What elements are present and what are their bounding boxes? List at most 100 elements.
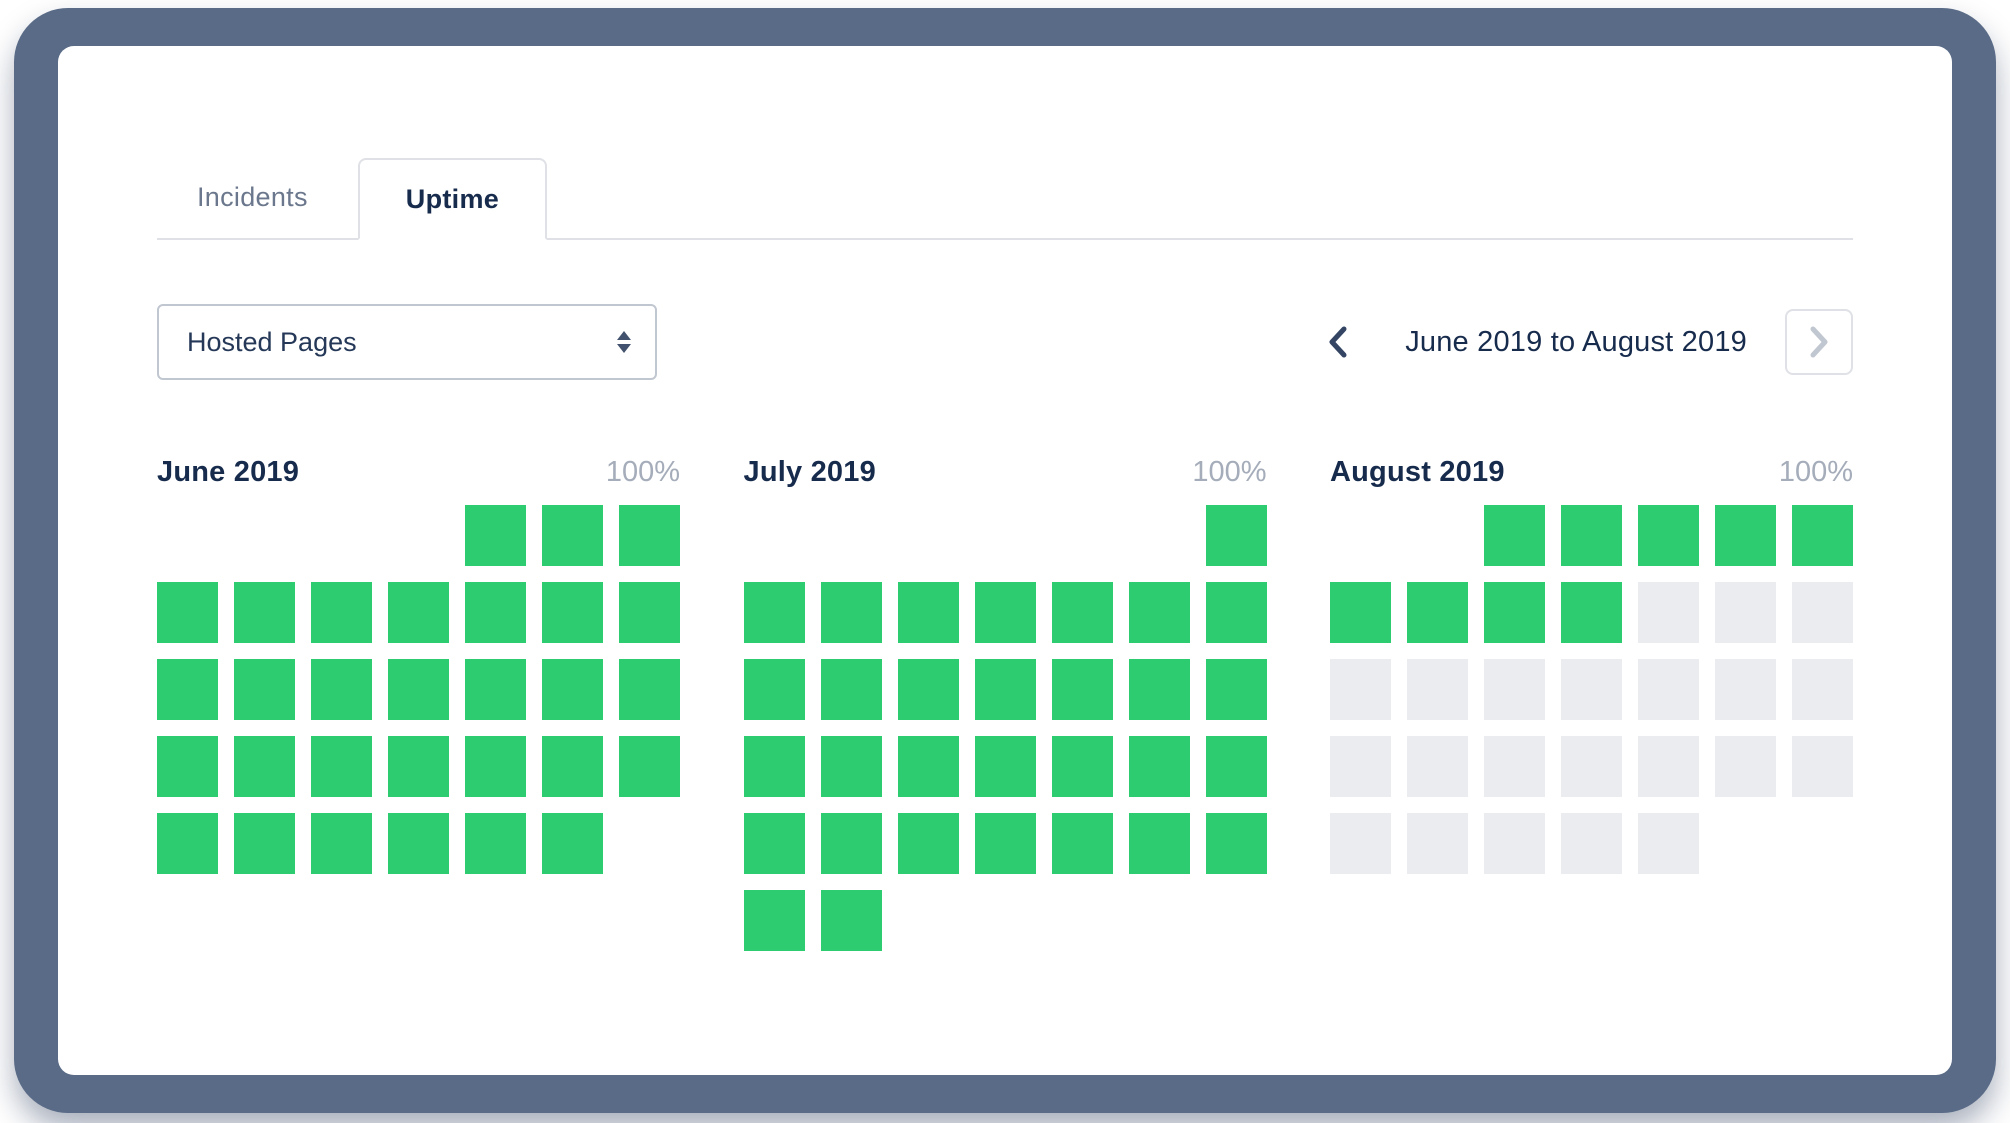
uptime-day-cell[interactable] [1128, 813, 1190, 874]
uptime-day-cell[interactable] [820, 813, 882, 874]
uptime-day-cell[interactable] [1638, 505, 1699, 566]
uptime-day-cell[interactable] [743, 736, 805, 797]
uptime-day-cell[interactable] [897, 736, 959, 797]
tab-incidents[interactable]: Incidents [197, 181, 308, 212]
future-day-cell[interactable] [1792, 659, 1853, 720]
uptime-day-cell[interactable] [465, 505, 526, 566]
future-day-cell[interactable] [1792, 582, 1853, 643]
uptime-day-cell[interactable] [1792, 505, 1853, 566]
uptime-day-cell[interactable] [619, 659, 680, 720]
uptime-day-cell[interactable] [465, 659, 526, 720]
uptime-day-cell[interactable] [311, 659, 372, 720]
uptime-day-cell[interactable] [1051, 659, 1113, 720]
uptime-day-cell[interactable] [820, 659, 882, 720]
uptime-day-cell[interactable] [1128, 582, 1190, 643]
uptime-day-cell[interactable] [311, 736, 372, 797]
uptime-day-cell[interactable] [1128, 736, 1190, 797]
uptime-day-cell[interactable] [542, 736, 603, 797]
uptime-day-cell[interactable] [542, 813, 603, 874]
uptime-day-cell[interactable] [1205, 582, 1267, 643]
future-day-cell[interactable] [1330, 736, 1391, 797]
uptime-day-cell[interactable] [1051, 582, 1113, 643]
uptime-day-cell[interactable] [234, 659, 295, 720]
uptime-day-cell[interactable] [388, 582, 449, 643]
uptime-day-cell[interactable] [1205, 813, 1267, 874]
uptime-day-cell[interactable] [1128, 659, 1190, 720]
future-day-cell[interactable] [1484, 813, 1545, 874]
uptime-day-cell[interactable] [743, 813, 805, 874]
uptime-day-cell[interactable] [743, 890, 805, 951]
uptime-day-cell[interactable] [1051, 736, 1113, 797]
uptime-day-cell[interactable] [820, 890, 882, 951]
next-range-button[interactable] [1785, 309, 1853, 375]
tab-uptime[interactable]: Uptime [357, 158, 548, 240]
future-day-cell[interactable] [1638, 813, 1699, 874]
uptime-day-cell[interactable] [157, 582, 218, 643]
uptime-day-cell[interactable] [743, 582, 805, 643]
future-day-cell[interactable] [1638, 659, 1699, 720]
uptime-day-cell[interactable] [897, 582, 959, 643]
uptime-day-cell[interactable] [388, 736, 449, 797]
uptime-day-cell[interactable] [1205, 736, 1267, 797]
uptime-day-cell[interactable] [311, 813, 372, 874]
uptime-day-cell[interactable] [157, 813, 218, 874]
uptime-day-cell[interactable] [1484, 505, 1545, 566]
uptime-day-cell[interactable] [465, 582, 526, 643]
uptime-day-cell[interactable] [974, 659, 1036, 720]
uptime-day-cell[interactable] [542, 659, 603, 720]
page-selector-dropdown[interactable]: Hosted Pages [157, 304, 657, 380]
date-range-nav: June 2019 to August 2019 [1309, 309, 1853, 375]
future-day-cell[interactable] [1561, 736, 1622, 797]
uptime-day-cell[interactable] [1205, 659, 1267, 720]
uptime-day-cell[interactable] [465, 736, 526, 797]
future-day-cell[interactable] [1792, 736, 1853, 797]
uptime-day-cell[interactable] [619, 505, 680, 566]
uptime-day-cell[interactable] [897, 813, 959, 874]
future-day-cell[interactable] [1484, 659, 1545, 720]
future-day-cell[interactable] [1561, 813, 1622, 874]
uptime-day-cell[interactable] [974, 813, 1036, 874]
uptime-day-cell[interactable] [542, 582, 603, 643]
prev-range-button[interactable] [1309, 309, 1368, 375]
future-day-cell[interactable] [1715, 736, 1776, 797]
uptime-day-cell[interactable] [1330, 582, 1391, 643]
uptime-day-cell[interactable] [465, 813, 526, 874]
future-day-cell[interactable] [1407, 813, 1468, 874]
select-spinner-icon [617, 331, 631, 353]
uptime-day-cell[interactable] [234, 736, 295, 797]
future-day-cell[interactable] [1638, 736, 1699, 797]
uptime-day-cell[interactable] [619, 736, 680, 797]
uptime-day-cell[interactable] [1561, 505, 1622, 566]
uptime-day-cell[interactable] [619, 582, 680, 643]
uptime-day-cell[interactable] [1715, 505, 1776, 566]
uptime-day-cell[interactable] [1205, 505, 1267, 566]
uptime-day-cell[interactable] [897, 659, 959, 720]
uptime-day-cell[interactable] [1484, 582, 1545, 643]
uptime-day-cell[interactable] [542, 505, 603, 566]
uptime-day-cell[interactable] [1561, 582, 1622, 643]
uptime-day-cell[interactable] [974, 736, 1036, 797]
future-day-cell[interactable] [1330, 813, 1391, 874]
uptime-day-cell[interactable] [1051, 813, 1113, 874]
future-day-cell[interactable] [1715, 659, 1776, 720]
uptime-day-cell[interactable] [820, 736, 882, 797]
uptime-day-cell[interactable] [311, 582, 372, 643]
uptime-day-cell[interactable] [820, 582, 882, 643]
future-day-cell[interactable] [1715, 582, 1776, 643]
uptime-day-cell[interactable] [388, 813, 449, 874]
uptime-day-cell[interactable] [157, 736, 218, 797]
uptime-day-cell[interactable] [234, 813, 295, 874]
uptime-day-cell[interactable] [1407, 582, 1468, 643]
uptime-day-cell[interactable] [157, 659, 218, 720]
future-day-cell[interactable] [1407, 659, 1468, 720]
future-day-cell[interactable] [1638, 582, 1699, 643]
uptime-day-cell[interactable] [974, 582, 1036, 643]
uptime-day-cell[interactable] [234, 582, 295, 643]
future-day-cell[interactable] [1484, 736, 1545, 797]
future-day-cell[interactable] [1561, 659, 1622, 720]
future-day-cell[interactable] [1407, 736, 1468, 797]
uptime-day-cell[interactable] [388, 659, 449, 720]
month-header: July 2019 100% [744, 456, 1267, 489]
uptime-day-cell[interactable] [743, 659, 805, 720]
future-day-cell[interactable] [1330, 659, 1391, 720]
